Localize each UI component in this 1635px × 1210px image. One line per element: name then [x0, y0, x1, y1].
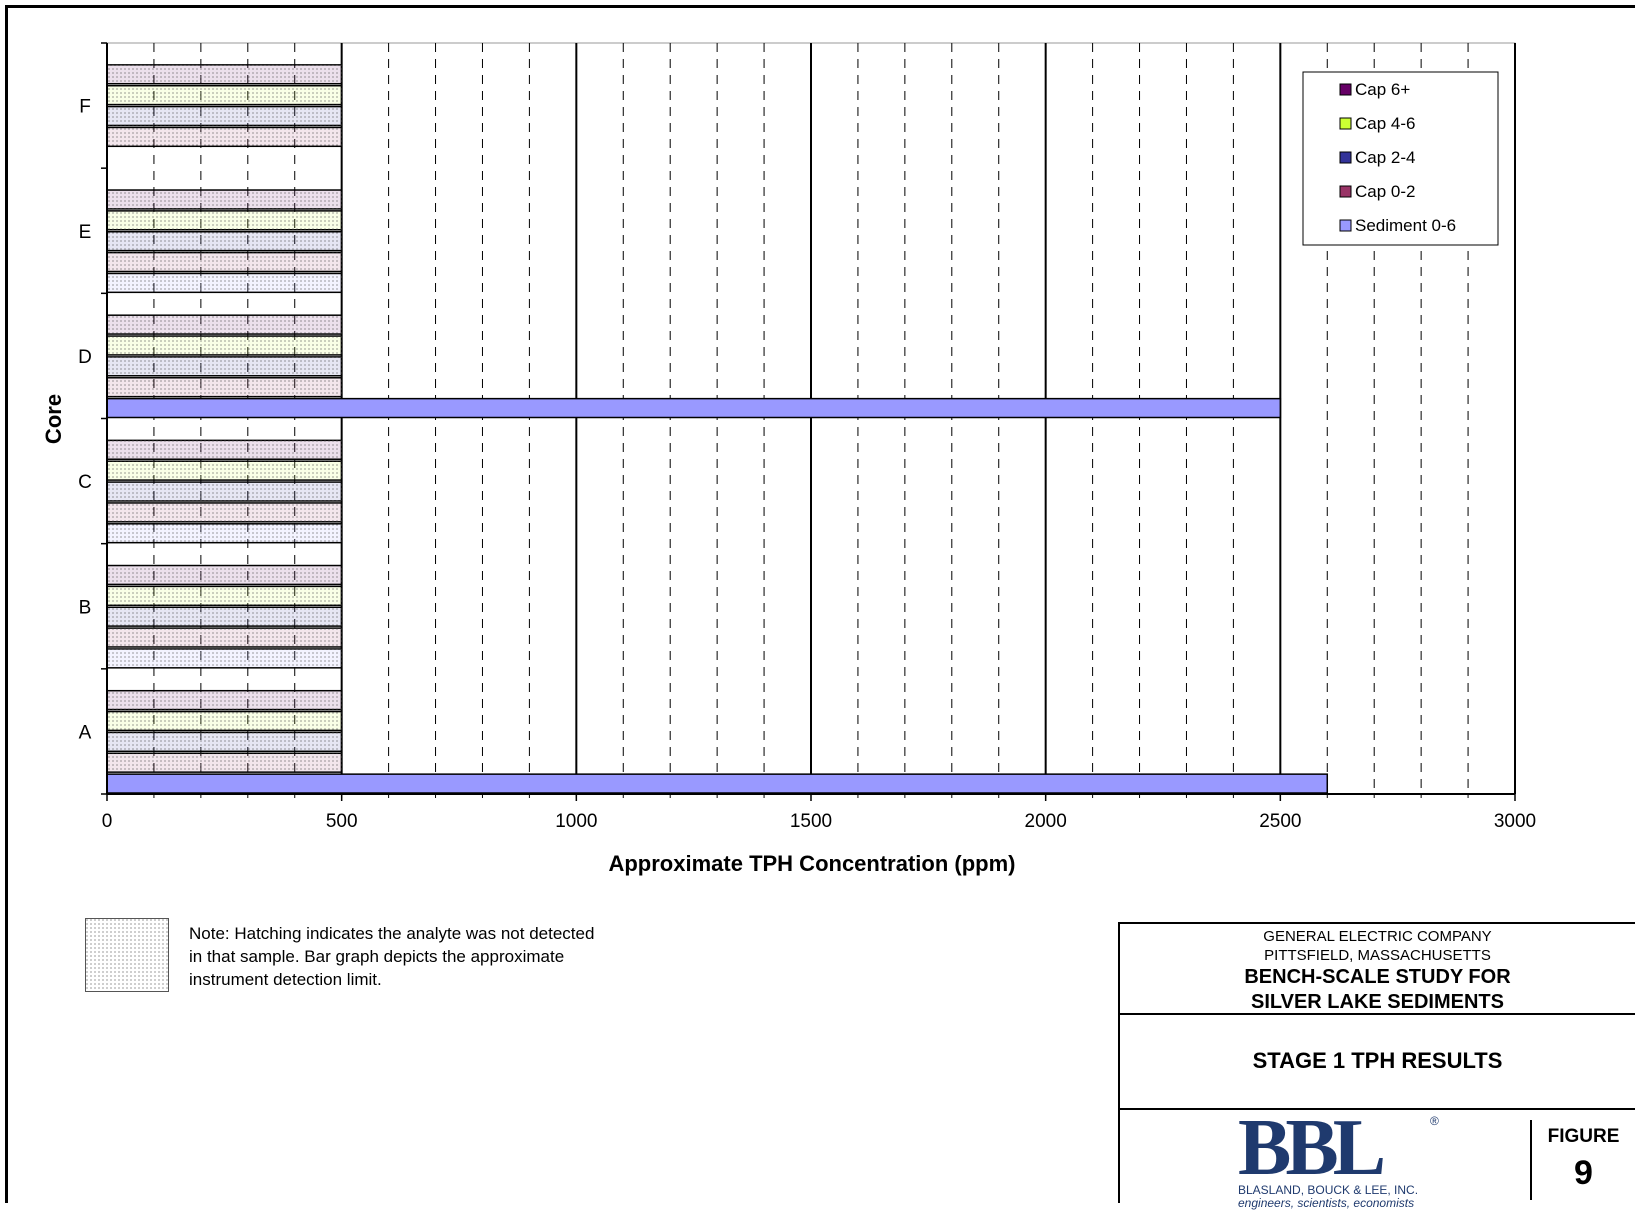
legend-swatch-cap-6-	[1339, 83, 1352, 96]
bar-b-cap-2-4-hatch	[107, 607, 342, 627]
title-block: GENERAL ELECTRIC COMPANY PITTSFIELD, MAS…	[1118, 922, 1635, 1210]
bar-a-cap-0-2-hatch	[107, 753, 342, 773]
bar-e-cap-0-2-hatch	[107, 252, 342, 272]
bar-f-cap-2-4-hatch	[107, 106, 342, 126]
bar-f-cap-0-2-hatch	[107, 127, 342, 147]
logo-letters: BBL	[1238, 1104, 1386, 1192]
legend-swatch-cap-4-6	[1339, 117, 1352, 130]
bar-e-cap-2-4-hatch	[107, 231, 342, 251]
bar-d-cap-2-4-hatch	[107, 356, 342, 376]
y-tick-label-c: C	[78, 472, 92, 493]
company-name: GENERAL ELECTRIC COMPANY	[1263, 928, 1492, 945]
bar-f-cap-4-6-hatch	[107, 85, 342, 105]
bar-f-cap-6--hatch	[107, 64, 342, 84]
x-tick-label: 2000	[1025, 811, 1067, 832]
x-axis-title: Approximate TPH Concentration (ppm)	[608, 851, 1015, 876]
bar-d-cap-6--hatch	[107, 315, 342, 335]
bar-b-cap-0-2-hatch	[107, 628, 342, 647]
y-axis-title: Core	[41, 394, 66, 444]
note-line-1: Note: Hatching indicates the analyte was…	[189, 924, 595, 943]
bar-a-sediment-0-6	[106, 773, 1329, 794]
figure-divider	[1530, 1120, 1532, 1200]
legend-label-cap-0-2: Cap 0-2	[1355, 182, 1415, 201]
legend-label-cap-4-6: Cap 4-6	[1355, 114, 1415, 133]
legend-box	[1302, 71, 1499, 246]
legend-label-sediment-0-6: Sediment 0-6	[1355, 216, 1456, 235]
y-tick-label-f: F	[79, 97, 91, 118]
bar-b-cap-4-6-hatch	[107, 586, 342, 606]
title-block-footer: BBL ® BLASLAND, BOUCK & LEE, INC. engine…	[1120, 1104, 1635, 1210]
bar-b-sediment-0-6-hatch	[107, 648, 342, 668]
drawing-title: STAGE 1 TPH RESULTS	[1252, 1048, 1503, 1073]
bar-c-cap-6--hatch	[107, 440, 342, 460]
y-tick-label-d: D	[78, 347, 92, 368]
bar-c-cap-4-6-hatch	[107, 461, 342, 481]
firm-tagline: engineers, scientists, economists	[1238, 1196, 1415, 1210]
project-title-line-2: SILVER LAKE SEDIMENTS	[1251, 991, 1504, 1013]
note-line-3: instrument detection limit.	[189, 970, 382, 989]
legend-swatch-cap-2-4	[1339, 151, 1352, 164]
x-tick-label: 3000	[1494, 811, 1536, 832]
page-frame	[5, 5, 1635, 1203]
y-tick-label-a: A	[79, 722, 92, 743]
x-tick-label: 500	[326, 811, 358, 832]
bar-e-cap-4-6-hatch	[107, 210, 342, 230]
x-tick-label: 1000	[555, 811, 597, 832]
legend-label-cap-6-: Cap 6+	[1355, 80, 1410, 99]
legend-swatch-sediment-0-6	[1339, 219, 1352, 232]
bbl-logo: BBL ® BLASLAND, BOUCK & LEE, INC. engine…	[1238, 1104, 1448, 1210]
hatching-note: Note: Hatching indicates the analyte was…	[189, 922, 659, 991]
hatch-legend-swatch	[85, 918, 169, 992]
title-block-drawing: STAGE 1 TPH RESULTS	[1120, 1015, 1635, 1110]
note-line-2: in that sample. Bar graph depicts the ap…	[189, 947, 565, 966]
bar-c-sediment-0-6-hatch	[107, 523, 342, 543]
bar-d-cap-0-2-hatch	[107, 377, 342, 397]
bar-e-sediment-0-6-hatch	[107, 273, 342, 293]
registered-mark: ®	[1430, 1114, 1439, 1128]
bar-a-cap-6--hatch	[107, 690, 342, 710]
legend-swatch-cap-0-2	[1339, 185, 1352, 198]
company-location: PITTSFIELD, MASSACHUSETTS	[1264, 947, 1491, 964]
bar-c-cap-0-2-hatch	[107, 502, 342, 522]
x-tick-label: 1500	[790, 811, 832, 832]
y-tick-label-b: B	[79, 597, 92, 618]
tph-bar-chart: 0 500 1000 1500 2000 2500 3000 A B C D E F Cap 6+ Cap…	[41, 42, 1536, 876]
bar-a-cap-4-6-hatch	[107, 711, 342, 731]
figure-label: FIGURE	[1547, 1126, 1620, 1147]
bar-d-sediment-0-6	[106, 397, 1282, 419]
bar-c-cap-2-4-hatch	[107, 482, 342, 501]
bar-e-cap-6--hatch	[107, 190, 342, 209]
title-block-client: GENERAL ELECTRIC COMPANY PITTSFIELD, MAS…	[1120, 924, 1635, 1015]
bar-d-cap-4-6-hatch	[107, 336, 342, 355]
x-tick-label: 0	[102, 811, 113, 832]
figure-number: 9	[1574, 1154, 1593, 1192]
bar-a-cap-2-4-hatch	[107, 732, 342, 752]
y-tick-label-e: E	[79, 222, 92, 243]
x-tick-label: 2500	[1259, 811, 1301, 832]
legend-label-cap-2-4: Cap 2-4	[1355, 148, 1415, 167]
firm-name: BLASLAND, BOUCK & LEE, INC.	[1238, 1183, 1419, 1197]
project-title-line-1: BENCH-SCALE STUDY FOR	[1244, 966, 1511, 988]
bar-b-cap-6--hatch	[107, 565, 342, 585]
